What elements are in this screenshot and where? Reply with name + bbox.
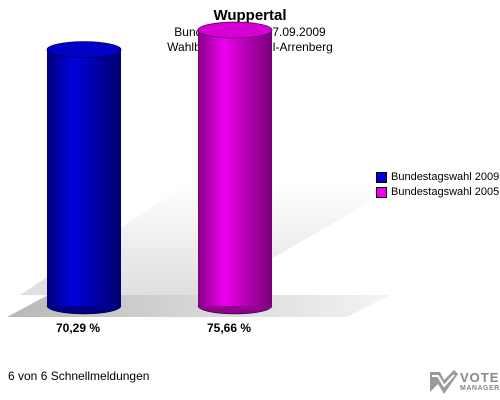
bar xyxy=(198,30,272,306)
logo-word-manager: MANAGER xyxy=(460,385,500,392)
bar xyxy=(47,49,121,307)
bar-value-label: 70,29 % xyxy=(56,321,100,335)
legend-swatch xyxy=(376,172,387,183)
bar-top xyxy=(46,41,122,59)
chart-title: Wuppertal xyxy=(213,7,287,24)
legend-label: Bundestagswahl 2009 xyxy=(391,171,500,183)
bar-value-label: 75,66 % xyxy=(207,321,251,335)
vote-manager-logo: VOTE MANAGER xyxy=(426,368,500,398)
bar-top xyxy=(197,21,273,39)
legend-swatch xyxy=(376,187,387,198)
logo-word-vote: VOTE xyxy=(460,370,500,385)
vote-check-icon xyxy=(430,370,458,394)
footer-note: 6 von 6 Schnellmeldungen xyxy=(8,369,150,383)
legend-label: Bundestagswahl 2005 xyxy=(391,186,500,198)
